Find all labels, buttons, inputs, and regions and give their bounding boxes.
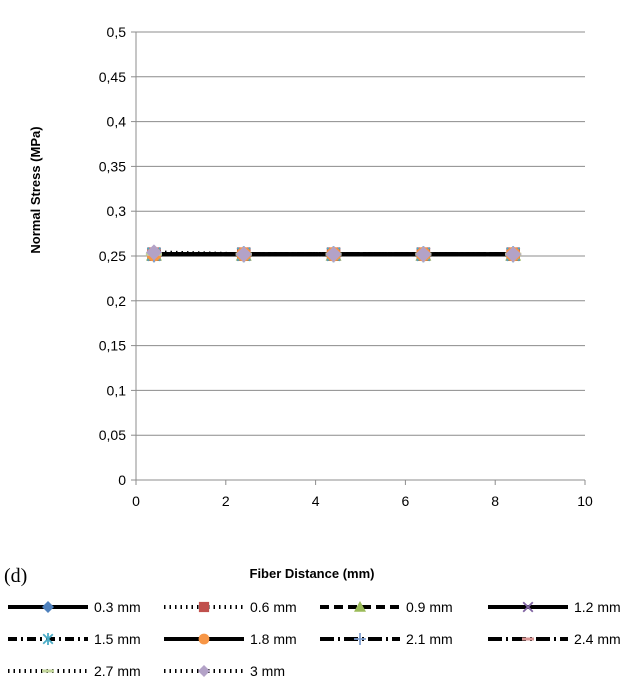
legend-label: 1.2 mm [574,599,621,615]
legend-label: 2.4 mm [574,631,621,647]
data-point [325,246,342,263]
legend-label: 0.9 mm [406,599,453,615]
legend-label: 3 mm [250,663,285,679]
legend-item: 0.6 mm [164,599,297,615]
data-point [235,246,252,263]
legend-item: 1.2 mm [488,599,621,615]
legend-swatch-marker [42,633,54,645]
x-tick-label: 10 [577,493,593,509]
data-point [145,244,162,261]
legend-label: 2.1 mm [406,631,453,647]
grid-layer [136,31,585,436]
y-tick-label: 0,5 [107,24,127,40]
legend-swatch-marker [522,601,534,613]
legend-label: 0.6 mm [250,599,297,615]
legend-item: 0.3 mm [8,599,141,615]
y-tick-label: 0,45 [99,69,126,85]
legend-item: 3 mm [164,663,285,679]
legend-swatch-marker [42,669,54,673]
data-point [415,246,432,263]
y-tick-label: 0,4 [107,114,127,130]
y-tick-label: 0,2 [107,293,127,309]
y-tick-label: 0,15 [99,338,126,354]
legend-swatch-marker [198,601,210,613]
x-axis-title: Fiber Distance (mm) [250,566,375,581]
ticks-layer: 0 0,05 0,1 0,15 0,2 0,25 0,3 0,35 0,4 0,45 0,5 0 2 4 6… [99,24,593,509]
legend-label: 1.8 mm [250,631,297,647]
y-tick-label: 0,35 [99,158,126,174]
legend: 0.3 mm 0.6 mm 0.9 mm 1.2 mm 1.5 mm 1.8 mm 2.1 … [8,599,621,679]
legend-item: 2.4 mm [488,631,621,647]
legend-swatch-marker [198,665,210,677]
legend-swatch-marker [42,601,54,613]
legend-swatch-marker [354,601,366,612]
y-tick-label: 0,1 [107,382,127,398]
data-point [505,246,522,263]
x-tick-label: 6 [402,493,410,509]
legend-swatch-marker [522,637,534,641]
x-tick-label: 4 [312,493,320,509]
y-tick-label: 0,3 [107,203,127,219]
legend-item: 0.9 mm [320,599,453,615]
legend-label: 0.3 mm [94,599,141,615]
legend-label: 1.5 mm [94,631,141,647]
x-tick-label: 8 [491,493,499,509]
legend-label: 2.7 mm [94,663,141,679]
legend-swatch-marker [354,633,366,645]
y-axis-title: Normal Stress (MPa) [28,126,43,253]
y-tick-label: 0,25 [99,248,126,264]
x-tick-label: 0 [132,493,140,509]
series-layer [145,244,522,263]
x-tick-label: 2 [222,493,230,509]
legend-item: 2.7 mm [8,663,141,679]
legend-item: 1.5 mm [8,631,141,647]
panel-label: (d) [4,565,28,587]
legend-swatch-marker [198,633,210,645]
y-tick-label: 0,05 [99,427,126,443]
y-tick-label: 0 [118,472,126,488]
legend-item: 1.8 mm [164,631,297,647]
legend-item: 2.1 mm [320,631,453,647]
